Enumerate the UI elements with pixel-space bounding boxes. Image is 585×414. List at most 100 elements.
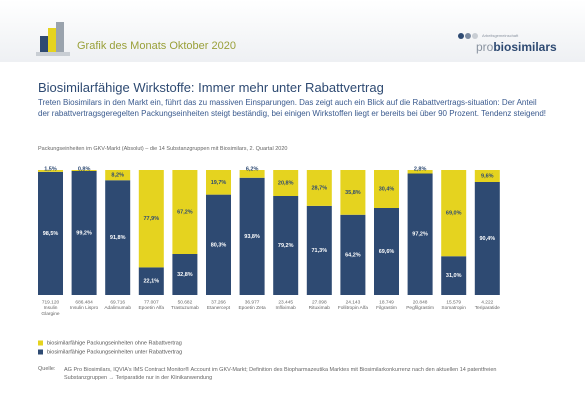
value-label: 8,2% (111, 173, 124, 179)
bar-segment (38, 170, 63, 172)
source: AG Pro Biosimilars, IQVIA's IMS Contract… (64, 367, 497, 381)
value-label: 9,6% (481, 173, 494, 179)
x-tick-label: Somatropin (441, 306, 466, 311)
bar-segment (172, 254, 198, 295)
total-label: 719.120 (42, 299, 60, 305)
value-label: 30,4% (379, 186, 395, 192)
value-label: 69,0% (446, 211, 462, 217)
header-icon (36, 22, 70, 56)
value-label: 93,8% (244, 234, 260, 240)
logo: probiosimilars (476, 40, 557, 54)
x-tick-label: Rituximab (308, 306, 330, 311)
value-label: 64,2% (345, 252, 361, 258)
bar-segment (407, 173, 433, 295)
total-label: 36.977 (245, 299, 260, 305)
x-tick-label: Filgrastim (376, 306, 397, 311)
bar-segment (474, 182, 500, 295)
bar-segment (407, 170, 433, 174)
value-label: 31,0% (446, 273, 462, 279)
total-label: 23.445 (278, 299, 293, 305)
x-tick-label: Pegfilgrastim (406, 306, 434, 311)
value-label: 79,2% (278, 243, 294, 249)
bar-segment (239, 170, 265, 178)
total-label: 50.682 (178, 299, 193, 305)
x-tick-label: Insulin Lispro (69, 306, 99, 311)
x-tick-label: Epoetin Zeta (238, 306, 266, 311)
total-label: 20.848 (413, 299, 428, 305)
value-label: 19,7% (211, 180, 227, 186)
value-label: 77,9% (143, 216, 159, 222)
logo-pro: pro (476, 40, 494, 54)
value-label: 32,8% (177, 272, 193, 278)
value-label: 6,2% (246, 166, 259, 172)
legend-label: biosimilarfähige Packungseinheiten unter… (47, 349, 182, 355)
logo-main: biosimilars (493, 40, 557, 54)
legend-swatch (38, 340, 43, 346)
total-label: 15.579 (446, 299, 461, 305)
value-label: 80,3% (211, 242, 227, 248)
bar-segment (374, 170, 399, 208)
total-label: 4.222 (481, 299, 493, 305)
total-label: 24.143 (346, 299, 361, 305)
chart-title: Biosimilarfähige Wirkstoffe: Immer mehr … (38, 80, 384, 95)
bar-segment (105, 180, 131, 295)
header (0, 0, 585, 62)
value-label: 97,2% (412, 232, 428, 238)
value-label: 35,8% (345, 190, 361, 196)
bar-segment (138, 267, 164, 295)
source-label: Quelle: (38, 366, 56, 372)
value-label: 67,2% (177, 209, 193, 215)
x-tick-label: Teriparatide (474, 306, 500, 311)
value-label: 99,2% (76, 230, 92, 236)
bar-segment (273, 196, 299, 295)
bar-segment (172, 170, 198, 254)
total-label: 18.749 (379, 299, 394, 305)
logo-dots (458, 33, 478, 39)
value-label: 71,3% (311, 248, 327, 254)
bar-segment (306, 170, 332, 206)
value-label: 1,5% (44, 166, 57, 172)
x-tick-label: Follitropin Alfa (337, 306, 368, 311)
bar-segment (71, 170, 97, 171)
bar-segment (71, 171, 97, 295)
bar-segment (306, 205, 332, 295)
value-label: 20,8% (278, 180, 294, 186)
value-label: 90,4% (479, 236, 495, 242)
bar-segment (273, 170, 299, 196)
bar-segment (340, 170, 366, 215)
value-label: 98,5% (43, 231, 59, 237)
logo-small: Arbeitsgemeinschaft (482, 33, 519, 38)
bar-segment (340, 214, 366, 295)
bar-segment (206, 194, 231, 295)
value-label: 2,8% (414, 166, 427, 172)
bar-segment (206, 170, 231, 195)
x-tick-label: Infliximab (275, 306, 296, 311)
total-label: 69.716 (110, 299, 125, 305)
total-label: 686.484 (75, 299, 93, 305)
value-label: 69,6% (379, 249, 395, 255)
chart-caption: Packungseinheiten im GKV-Markt (Absolut)… (38, 146, 288, 152)
value-label: 0,8% (78, 166, 91, 172)
total-label: 77.007 (144, 299, 159, 305)
total-label: 37.266 (211, 299, 226, 305)
value-label: 91,8% (110, 235, 126, 241)
bar-segment (474, 170, 500, 182)
x-tick-label: Insulin Glargine (41, 306, 60, 317)
x-tick-label: Etanercept (206, 306, 231, 311)
legend-label: biosimilarfähige Packungseinheiten ohne … (47, 340, 182, 346)
bar-segment (105, 170, 131, 181)
bar-segment (441, 256, 467, 295)
value-label: 22,1% (143, 279, 159, 285)
chart-subtitle: Treten Biosimilars in den Markt ein, füh… (38, 98, 547, 118)
legend-swatch (38, 349, 43, 355)
bar-segment (138, 170, 164, 268)
x-tick-label: Epoetin Alfa (138, 306, 165, 311)
bar-segment (441, 170, 467, 257)
x-tick-label: Trastuzumab (170, 306, 199, 311)
bar-segment (38, 171, 63, 295)
total-label: 27.098 (312, 299, 327, 305)
header-title: Grafik des Monats Oktober 2020 (77, 40, 236, 52)
bar-segment (374, 208, 399, 295)
